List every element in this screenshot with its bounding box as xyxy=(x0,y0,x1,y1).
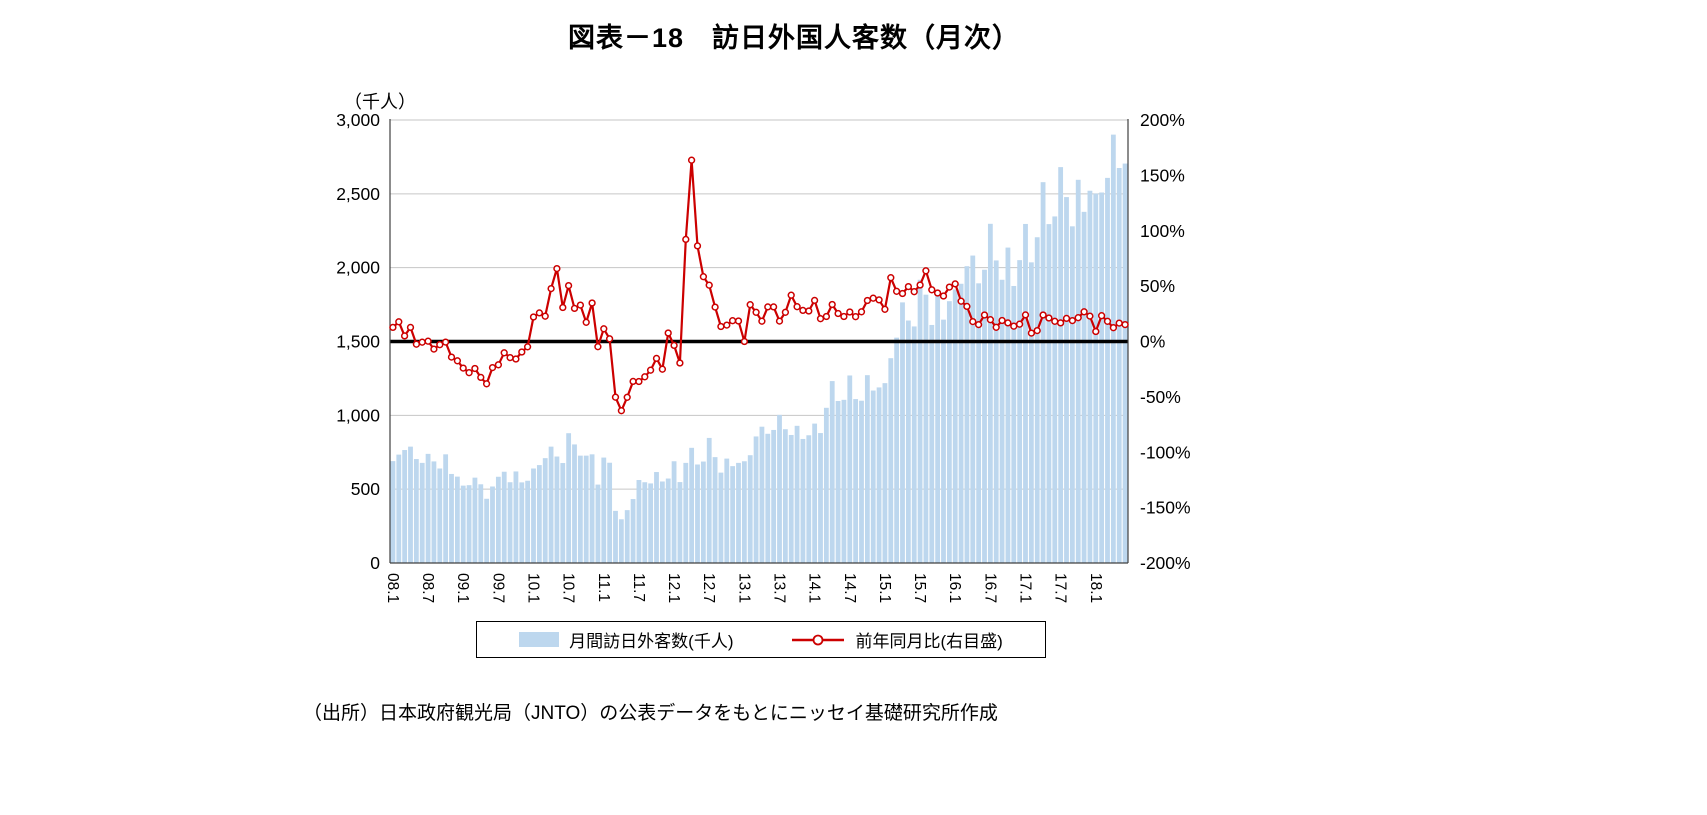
svg-text:2,500: 2,500 xyxy=(336,184,380,204)
svg-text:08.7: 08.7 xyxy=(419,573,436,603)
line-series-swatch xyxy=(791,634,844,645)
yoy-line-series xyxy=(389,156,1129,415)
svg-text:11.1: 11.1 xyxy=(595,573,612,602)
plot-gridlines xyxy=(390,119,1128,490)
svg-text:09.1: 09.1 xyxy=(454,573,471,603)
svg-text:500: 500 xyxy=(351,479,380,499)
svg-text:-100%: -100% xyxy=(1140,442,1191,462)
svg-text:10.7: 10.7 xyxy=(560,573,577,603)
svg-text:2,000: 2,000 xyxy=(336,258,380,278)
svg-text:15.1: 15.1 xyxy=(876,573,893,603)
legend-item-line: 前年同月比(右目盛) xyxy=(790,627,1003,652)
source-note: （出所）日本政府観光局（JNTO）の公表データをもとにニッセイ基礎研究所作成 xyxy=(303,703,998,724)
svg-text:13.7: 13.7 xyxy=(771,573,788,603)
bar-series xyxy=(390,134,1128,564)
svg-text:3,000: 3,000 xyxy=(336,110,380,130)
svg-text:11.7: 11.7 xyxy=(630,573,647,602)
svg-text:12.7: 12.7 xyxy=(700,573,717,603)
svg-text:0: 0 xyxy=(370,553,380,573)
line-series-label: 前年同月比(右目盛) xyxy=(855,632,1003,651)
svg-text:50%: 50% xyxy=(1140,276,1175,296)
svg-text:15.7: 15.7 xyxy=(911,573,928,603)
bar-series-swatch xyxy=(519,632,560,647)
left-axis-unit-label: （千人） xyxy=(344,92,416,112)
svg-text:1,500: 1,500 xyxy=(336,332,380,352)
svg-text:0%: 0% xyxy=(1140,332,1165,352)
svg-text:16.1: 16.1 xyxy=(946,573,963,603)
bar-series-label: 月間訪日外客数(千人) xyxy=(569,632,734,651)
svg-text:17.1: 17.1 xyxy=(1017,573,1034,603)
svg-text:-200%: -200% xyxy=(1140,553,1191,573)
svg-text:16.7: 16.7 xyxy=(981,573,998,603)
svg-text:13.1: 13.1 xyxy=(735,573,752,603)
plot-axes xyxy=(389,119,1129,564)
right-axis-labels: -200% -150% -100% -50% 0% 50% 100% 150% 200% xyxy=(1140,110,1191,573)
svg-text:150%: 150% xyxy=(1140,165,1185,185)
svg-text:-50%: -50% xyxy=(1140,387,1181,407)
chart-title: 図表－18 訪日外国人客数（月次） xyxy=(567,23,1021,53)
left-axis-labels: 0 500 1,000 1,500 2,000 2,500 3,000 xyxy=(336,110,380,573)
svg-text:12.1: 12.1 xyxy=(665,573,682,603)
svg-text:09.7: 09.7 xyxy=(489,573,506,603)
svg-text:1,000: 1,000 xyxy=(336,405,380,425)
svg-text:200%: 200% xyxy=(1140,110,1185,130)
svg-text:14.1: 14.1 xyxy=(806,573,823,603)
svg-text:-150%: -150% xyxy=(1140,498,1191,518)
svg-text:18.1: 18.1 xyxy=(1087,573,1104,603)
legend-item-bars: 月間訪日外客数(千人) xyxy=(519,627,734,652)
svg-text:17.7: 17.7 xyxy=(1052,573,1069,603)
svg-text:10.1: 10.1 xyxy=(525,573,542,603)
x-axis-labels: 08.1 08.7 09.1 09.7 10.1 10.7 11.1 11.7 12.1 12.7… xyxy=(384,573,1104,603)
svg-text:14.7: 14.7 xyxy=(841,573,858,603)
chart-legend: 月間訪日外客数(千人) 前年同月比(右目盛) xyxy=(476,621,1046,658)
svg-text:08.1: 08.1 xyxy=(384,573,401,603)
svg-text:100%: 100% xyxy=(1140,221,1185,241)
